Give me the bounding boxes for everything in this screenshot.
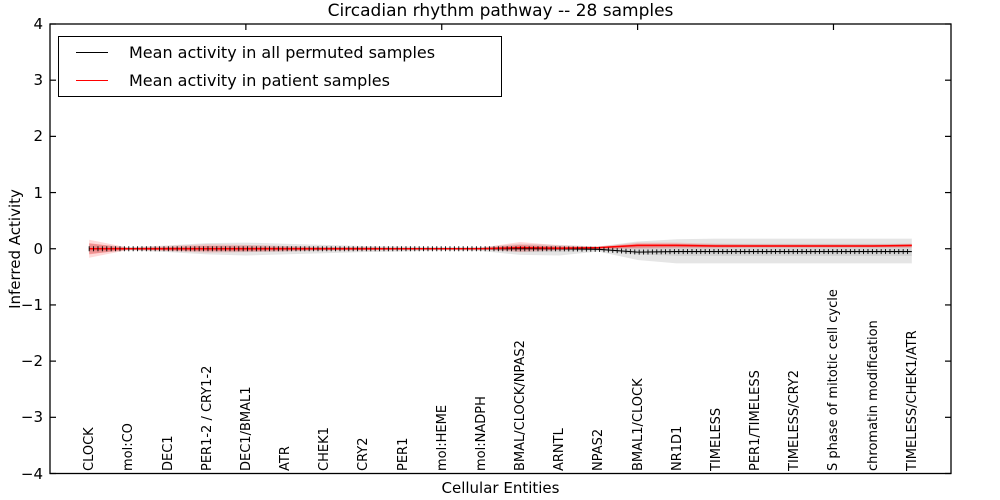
x-tick-label: TIMELESS: [708, 407, 724, 471]
y-tick-label: −2: [20, 352, 43, 371]
x-tick-label: chromatin modification: [865, 320, 881, 471]
permuted-spread-outer-band: [89, 238, 912, 264]
x-tick-label: mol:CO: [121, 423, 137, 471]
x-tick-label: NR1D1: [669, 425, 685, 471]
x-tick-label: CRY2: [356, 437, 372, 472]
x-tick-label: ATR: [278, 446, 294, 471]
x-tick-label: CHEK1: [317, 427, 333, 471]
x-tick-label: TIMELESS/CHEK1/ATR: [904, 330, 920, 471]
x-tick-label: mol:HEME: [434, 404, 450, 471]
y-tick-label: 0: [33, 239, 43, 258]
x-tick-label: PER1/TIMELESS: [748, 370, 764, 471]
legend-label-patient: Mean activity in patient samples: [129, 70, 390, 90]
legend-item-permuted: Mean activity in all permuted samples: [59, 43, 501, 62]
y-tick-label: −4: [20, 464, 43, 483]
x-tick-label: S phase of mitotic cell cycle: [826, 289, 842, 471]
permuted-line-swatch: [76, 52, 108, 54]
legend-item-patient: Mean activity in patient samples: [59, 71, 501, 90]
x-tick-label: BMAL/CLOCK/NPAS2: [513, 340, 529, 471]
legend-label-permuted: Mean activity in all permuted samples: [129, 43, 436, 63]
x-tick-label: ARNTL: [552, 428, 568, 471]
x-tick-label: mol:NADPH: [473, 396, 489, 471]
x-tick-label: PER1: [395, 437, 411, 471]
x-tick-label: BMAL1/CLOCK: [630, 378, 646, 471]
x-tick-label: CLOCK: [82, 427, 98, 471]
chart-title: Circadian rhythm pathway -- 28 samples: [327, 1, 674, 21]
x-axis-title: Cellular Entities: [441, 479, 560, 497]
x-tick-label: NPAS2: [591, 428, 607, 471]
x-tick-label: TIMELESS/CRY2: [787, 369, 803, 471]
x-tick-label: DEC1/BMAL1: [238, 386, 254, 472]
sample-markers: [88, 246, 909, 255]
y-tick-label: −3: [20, 408, 43, 427]
mean-patient-line: [89, 244, 912, 250]
x-tick-label: PER1-2 / CRY1-2: [199, 365, 215, 471]
y-tick-label: −1: [20, 295, 43, 314]
y-tick-label: 1: [33, 183, 43, 202]
y-tick-label: 4: [33, 15, 43, 33]
y-tick-label: 2: [33, 127, 43, 146]
patient-line-swatch: [76, 79, 108, 81]
y-tick-label: 3: [33, 71, 43, 90]
permuted-spread-inner-band: [89, 243, 912, 257]
legend: Mean activity in all permuted samples Me…: [58, 36, 502, 97]
x-tick-label: DEC1: [160, 435, 176, 471]
